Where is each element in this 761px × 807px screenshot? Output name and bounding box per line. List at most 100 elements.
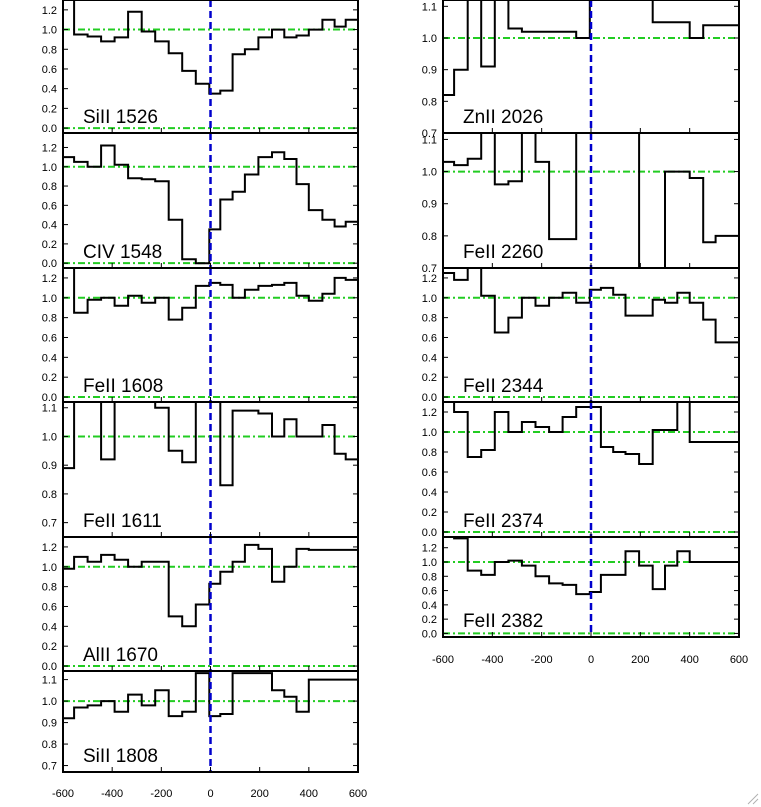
spectrum-trace (63, 402, 358, 487)
y-tick-label: 0.8 (422, 231, 437, 243)
spectrum-trace (443, 133, 739, 268)
x-tick-label: 200 (250, 788, 268, 800)
y-tick-label: 1.0 (42, 562, 57, 574)
panel-10: 0.0 0.2 0.4 0.6 0.8 1.0 1.2 FeII 2382 (422, 536, 740, 640)
y-tick-label: 0.8 (422, 571, 437, 583)
spectrum-trace (63, 268, 358, 321)
y-tick-label: 0.6 (42, 601, 57, 613)
x-tick-label: -200 (531, 654, 553, 666)
y-tick-label: 0.0 (42, 258, 57, 270)
y-tick-label: 0.4 (42, 621, 57, 633)
x-tick-label: 400 (680, 654, 698, 666)
panel-1: 0.0 0.2 0.4 0.6 0.8 1.0 1.2 CIV 1548 (42, 132, 359, 270)
x-tick-label: 600 (730, 654, 748, 666)
resize-grip-icon[interactable] (745, 791, 759, 805)
y-tick-label: 1.2 (42, 542, 57, 554)
y-tick-label: 1.1 (422, 134, 437, 146)
spectrum-trace (443, 0, 739, 96)
x-tick-label: 600 (349, 788, 367, 800)
y-tick-label: 0.6 (42, 332, 57, 344)
y-tick-label: 0.7 (422, 263, 437, 275)
y-tick-label: 0.7 (42, 518, 57, 530)
y-tick-label: 1.0 (42, 162, 57, 174)
x-tick-label: 0 (588, 654, 594, 666)
y-tick-label: 0.6 (422, 332, 437, 344)
panel-4: 0.0 0.2 0.4 0.6 0.8 1.0 1.2 AlII 1670 (42, 536, 359, 673)
spectrum-trace (443, 402, 739, 465)
y-tick-label: 0.4 (42, 352, 57, 364)
y-tick-label: 0.9 (422, 65, 437, 77)
y-tick-label: 0.8 (422, 447, 437, 459)
panel-8: 0.0 0.2 0.4 0.6 0.8 1.0 1.2 FeII 2344 (422, 267, 740, 404)
y-tick-label: 0.8 (422, 96, 437, 108)
panel-2: 0.0 0.2 0.4 0.6 0.8 1.0 1.2 FeII 1608 (42, 267, 359, 404)
panel-label: ZnII 2026 (463, 107, 543, 128)
x-tick-label: 0 (207, 788, 213, 800)
x-tick-label: 400 (300, 788, 318, 800)
panel-label: FeII 2374 (463, 511, 544, 532)
y-tick-label: 0.4 (42, 84, 57, 96)
y-tick-label: 0.4 (422, 600, 437, 612)
y-tick-label: 0.4 (42, 220, 57, 232)
y-tick-label: 0.7 (422, 128, 437, 140)
y-tick-label: 0.0 (422, 527, 437, 539)
x-tick-label: -400 (101, 788, 123, 800)
panel-label: FeII 1608 (83, 376, 163, 397)
panel-label: FeII 2382 (463, 611, 543, 632)
x-tick-label: -600 (432, 654, 454, 666)
y-tick-label: 0.9 (42, 718, 57, 730)
y-tick-label: 0.8 (42, 181, 57, 193)
y-tick-label: 1.0 (42, 293, 57, 305)
x-tick-label: -200 (150, 788, 172, 800)
panel-3: 0.7 0.8 0.9 1.0 1.1 FeII 1611 (42, 401, 359, 538)
panel-label: FeII 1611 (83, 511, 162, 532)
x-tick-label: 200 (631, 654, 649, 666)
panel-5: 0.7 0.8 0.9 1.0 1.1 SiII 1808 (42, 670, 359, 773)
panel-0: 0.0 0.2 0.4 0.6 0.8 1.0 1.2 SiII 1526 (42, 0, 359, 135)
y-tick-label: 1.0 (422, 167, 437, 179)
y-tick-label: 0.0 (42, 123, 57, 135)
y-tick-label: 0.4 (422, 487, 437, 499)
y-tick-label: 1.0 (422, 293, 437, 305)
y-tick-label: 0.6 (42, 200, 57, 212)
y-tick-label: 0.6 (422, 586, 437, 598)
y-tick-label: 0.8 (42, 739, 57, 751)
y-tick-label: 1.0 (422, 557, 437, 569)
panel-label: SiII 1526 (83, 107, 158, 128)
y-tick-label: 0.0 (422, 628, 437, 640)
y-tick-label: 0.0 (42, 661, 57, 673)
spectrum-trace (443, 537, 739, 596)
panel-label: FeII 2260 (463, 242, 543, 263)
panel-7: 0.7 0.8 0.9 1.0 1.1 FeII 2260 (422, 132, 740, 275)
y-tick-label: 1.2 (422, 543, 437, 555)
y-tick-label: 0.2 (422, 507, 437, 519)
y-tick-label: 0.2 (422, 614, 437, 626)
y-tick-label: 1.0 (42, 25, 57, 37)
y-tick-label: 1.1 (422, 1, 437, 13)
y-tick-label: 1.2 (422, 273, 437, 285)
y-tick-label: 0.6 (42, 64, 57, 76)
x-tick-label: -600 (52, 788, 74, 800)
y-tick-label: 1.2 (42, 273, 57, 285)
y-tick-label: 1.1 (42, 675, 57, 687)
y-tick-label: 0.6 (422, 467, 437, 479)
y-tick-label: 0.9 (42, 460, 57, 472)
y-tick-label: 1.0 (42, 696, 57, 708)
x-tick-label: -400 (481, 654, 503, 666)
y-tick-label: 0.8 (42, 44, 57, 56)
panel-9: 0.0 0.2 0.4 0.6 0.8 1.0 1.2 FeII 2374 (422, 401, 740, 539)
y-tick-label: 0.8 (422, 313, 437, 325)
y-tick-label: 0.4 (422, 352, 437, 364)
y-tick-label: 1.0 (422, 427, 437, 439)
panel-label: CIV 1548 (83, 242, 162, 263)
y-tick-label: 0.0 (422, 392, 437, 404)
y-tick-label: 0.2 (42, 372, 57, 384)
spectrum-trace (63, 144, 358, 265)
y-tick-label: 0.2 (42, 641, 57, 653)
y-tick-label: 0.2 (42, 103, 57, 115)
y-tick-label: 0.8 (42, 489, 57, 501)
y-tick-label: 1.0 (422, 33, 437, 45)
y-tick-label: 0.2 (422, 372, 437, 384)
y-tick-label: 1.2 (42, 5, 57, 17)
